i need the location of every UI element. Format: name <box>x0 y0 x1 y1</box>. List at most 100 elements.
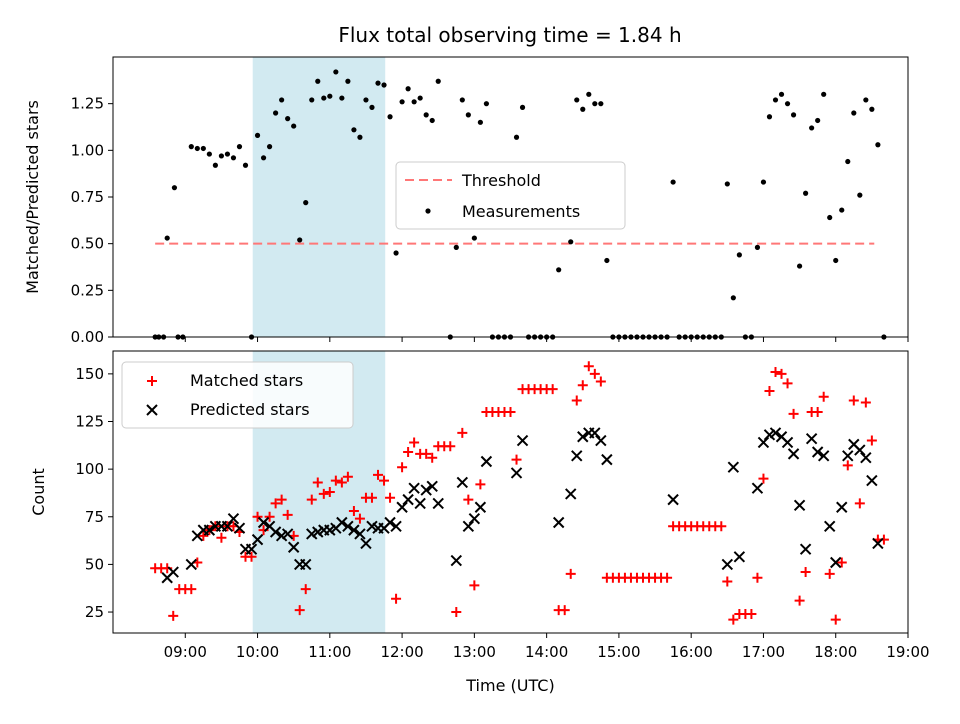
matched-star-point <box>385 492 396 503</box>
measurement-point <box>357 134 363 140</box>
matched-star-point <box>583 361 594 372</box>
bottom-y-tick-label: 50 <box>85 555 104 573</box>
matched-star-point <box>595 376 606 387</box>
predicted-star-point <box>589 427 601 439</box>
measurement-point <box>815 117 821 124</box>
predicted-star-point <box>281 528 294 540</box>
bottom-axes-frame <box>112 350 909 634</box>
measurement-point <box>857 192 863 198</box>
predicted-star-point <box>462 520 475 533</box>
matched-star-point <box>379 475 390 486</box>
matched-star-point <box>282 509 293 520</box>
measurement-point <box>291 123 297 129</box>
predicted-star-point <box>601 453 613 466</box>
matched-star-point <box>445 441 456 452</box>
measurement-point <box>188 144 194 150</box>
measurement-point <box>778 91 785 97</box>
top-y-axis-label: Matched/Predicted stars <box>23 100 42 294</box>
measurement-point <box>435 78 441 84</box>
top-y-ticks: 0.00 0.25 0.50 0.75 1.00 1.25 <box>71 95 113 346</box>
matched-star-point <box>475 479 486 490</box>
predicted-star-point <box>793 499 806 512</box>
matched-star-point <box>728 614 739 625</box>
predicted-star-point <box>300 558 312 571</box>
measurement-point <box>790 112 797 118</box>
measurement-point <box>568 239 574 245</box>
matched-star-point <box>511 454 522 465</box>
measurement-point <box>863 97 869 103</box>
matched-star-point <box>276 494 287 505</box>
predicted-star-point <box>757 436 770 449</box>
measurement-point <box>556 267 562 273</box>
predicted-star-point <box>516 434 529 447</box>
bottom-x-tick-label: 17:00 <box>742 643 785 661</box>
measurement-point <box>194 145 200 152</box>
measurement-point <box>345 78 351 84</box>
predicted-star-point <box>414 497 426 510</box>
matched-star-point <box>318 488 329 499</box>
measurement-point <box>827 214 833 221</box>
top-y-tick-label: 0.00 <box>71 328 104 346</box>
bottom-x-tick-label: 16:00 <box>670 643 713 661</box>
predicted-star-point <box>854 444 866 456</box>
matched-star-point <box>348 506 359 517</box>
predicted-star-point <box>348 524 360 536</box>
predicted-star-point <box>842 450 854 462</box>
predicted-star-point <box>408 482 420 494</box>
measurement-point <box>387 114 393 120</box>
predicted-star-point <box>432 497 444 510</box>
measurement-point <box>453 244 459 250</box>
predicted-star-point <box>233 522 246 534</box>
matched-star-point <box>758 473 769 484</box>
measurement-point <box>429 117 435 124</box>
measurement-point <box>772 97 779 103</box>
predicted-star-point <box>727 461 740 473</box>
matched-star-point <box>373 469 383 480</box>
predicted-star-point <box>468 512 481 525</box>
measurement-point <box>405 86 411 92</box>
matched-star-point <box>565 568 576 579</box>
predicted-star-point <box>354 528 366 540</box>
chart-title: Flux total observing time = 1.84 h <box>338 23 681 47</box>
predicted-star-point <box>733 551 746 563</box>
matched-star-point <box>336 477 347 488</box>
measurement-point <box>224 151 231 157</box>
measurement-point <box>784 101 791 107</box>
bottom-y-tick-label: 75 <box>85 508 104 526</box>
matched-star-point <box>186 584 197 595</box>
matched-star-point <box>463 494 474 505</box>
measurement-point <box>297 237 303 243</box>
measurement-point <box>351 127 357 133</box>
predicted-star-point <box>565 488 577 500</box>
predicted-star-point <box>474 501 487 513</box>
predicted-star-point <box>595 434 607 447</box>
predicted-star-point <box>823 520 836 533</box>
predicted-star-point <box>390 520 402 533</box>
predicted-star-point <box>426 480 438 492</box>
predicted-star-point <box>257 516 270 529</box>
top-axes-frame <box>112 56 909 338</box>
measurement-point <box>339 95 345 101</box>
measurement-point <box>796 263 803 269</box>
measurement-point <box>171 185 178 191</box>
matched-star-point <box>300 584 311 595</box>
measurement-point <box>670 179 676 185</box>
matched-star-point <box>800 567 811 578</box>
matched-star-point <box>366 492 377 503</box>
measurement-point <box>833 257 839 264</box>
x-axis-label: Time (UTC) <box>465 676 554 695</box>
measurement-point <box>266 144 273 150</box>
matched-star-point <box>306 494 317 505</box>
matched-star-point <box>854 498 865 509</box>
legend-measurement-label: Measurements <box>462 202 580 221</box>
measurement-point <box>273 110 279 116</box>
matched-star-point <box>330 475 341 486</box>
predicted-star-point <box>552 516 565 529</box>
predicted-star-point <box>799 543 812 555</box>
measurement-point <box>574 97 580 103</box>
predicted-star-point <box>384 516 396 529</box>
predicted-star-point <box>269 526 282 538</box>
matched-star-point <box>547 384 558 395</box>
bottom-y-tick-label: 25 <box>85 603 104 621</box>
